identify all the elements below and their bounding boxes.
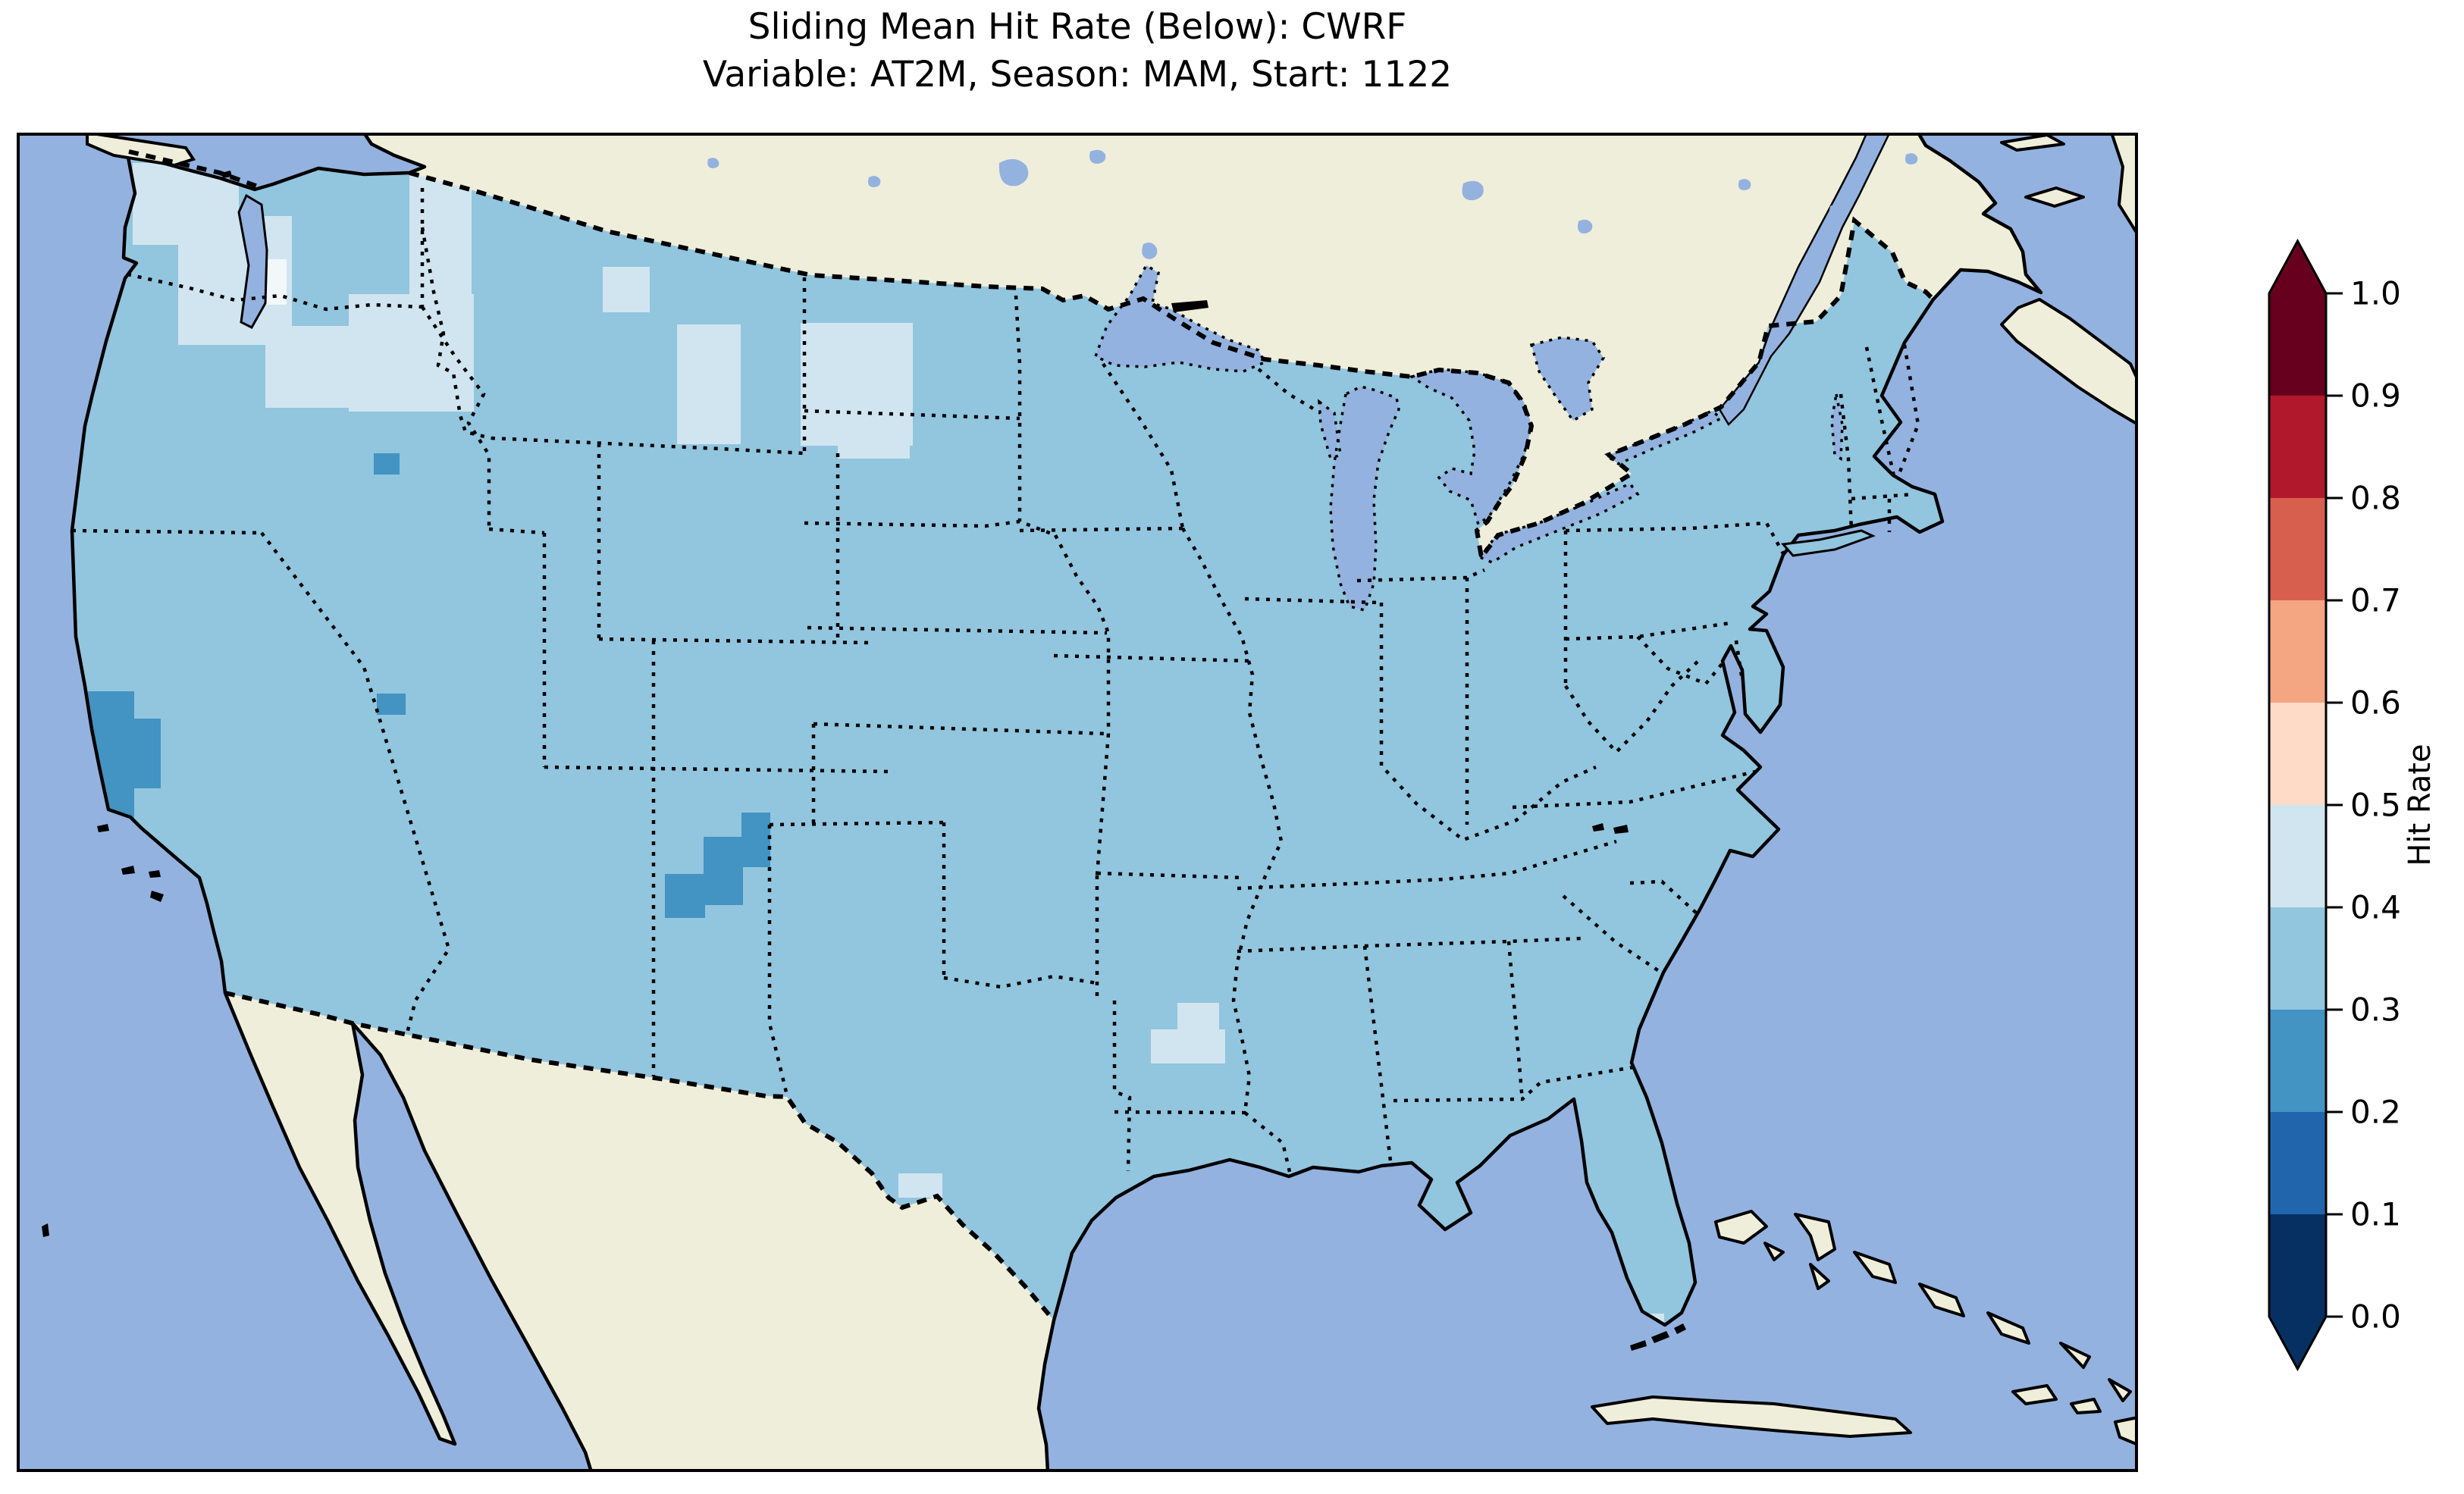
state-borders xyxy=(71,188,1920,1176)
colorbar-segment xyxy=(2269,1214,2326,1317)
colorbar-ticks xyxy=(2326,292,2343,1318)
st-lawrence-river xyxy=(1718,133,1891,427)
tick-label: 0.8 xyxy=(2350,480,2401,517)
plot-title: Sliding Mean Hit Rate (Below): CWRF Vari… xyxy=(703,3,1452,99)
colorbar-segment xyxy=(2269,1010,2326,1112)
great-lakes xyxy=(1093,263,1844,612)
tick-label: 0.4 xyxy=(2350,889,2401,926)
maritime-landmasses xyxy=(2000,133,2138,426)
tick-label: 0.6 xyxy=(2350,684,2401,722)
tick-label: 0.9 xyxy=(2350,377,2401,415)
map-frame xyxy=(17,133,2138,1472)
map-canvas xyxy=(17,133,2138,1472)
caribbean-islands xyxy=(1591,1210,2138,1446)
long-island xyxy=(1781,529,1876,557)
colorbar-under-arrow xyxy=(2269,1317,2326,1369)
tick-label: 0.0 xyxy=(2350,1298,2401,1336)
tick-label: 0.5 xyxy=(2350,787,2401,824)
colorbar-tick-labels: 1.0 0.9 0.8 0.7 0.6 0.5 0.4 0.3 0.2 0.1 … xyxy=(2350,275,2401,1336)
tick-label: 0.1 xyxy=(2350,1196,2401,1233)
colorbar-segment xyxy=(2269,703,2326,805)
tick-label: 1.0 xyxy=(2350,275,2401,312)
colorbar: 1.0 0.9 0.8 0.7 0.6 0.5 0.4 0.3 0.2 0.1 … xyxy=(2268,238,2437,1372)
international-borders xyxy=(128,149,1937,1322)
colorbar-segment xyxy=(2269,396,2326,498)
tick-label: 0.3 xyxy=(2350,991,2401,1029)
colorbar-segment xyxy=(2269,805,2326,907)
colorbar-segment xyxy=(2269,1112,2326,1214)
colorbar-segment xyxy=(2269,600,2326,703)
tick-label: 0.7 xyxy=(2350,582,2401,619)
tick-label: 0.2 xyxy=(2350,1094,2401,1131)
puget-sound xyxy=(237,193,268,329)
colorbar-over-arrow xyxy=(2269,241,2326,293)
colorbar-axis-label: Hit Rate xyxy=(2403,744,2437,866)
vancouver-island xyxy=(86,133,196,168)
colorbar-segment xyxy=(2269,293,2326,396)
colorbar-segment xyxy=(2269,907,2326,1010)
canada-small-lakes xyxy=(707,149,1918,259)
title-line-1: Sliding Mean Hit Rate (Below): CWRF xyxy=(748,6,1407,48)
coastline xyxy=(70,133,2043,1472)
title-line-2: Variable: AT2M, Season: MAM, Start: 1122 xyxy=(702,54,1453,96)
colorbar-segment xyxy=(2269,498,2326,600)
colorbar-segments xyxy=(2269,293,2326,1317)
